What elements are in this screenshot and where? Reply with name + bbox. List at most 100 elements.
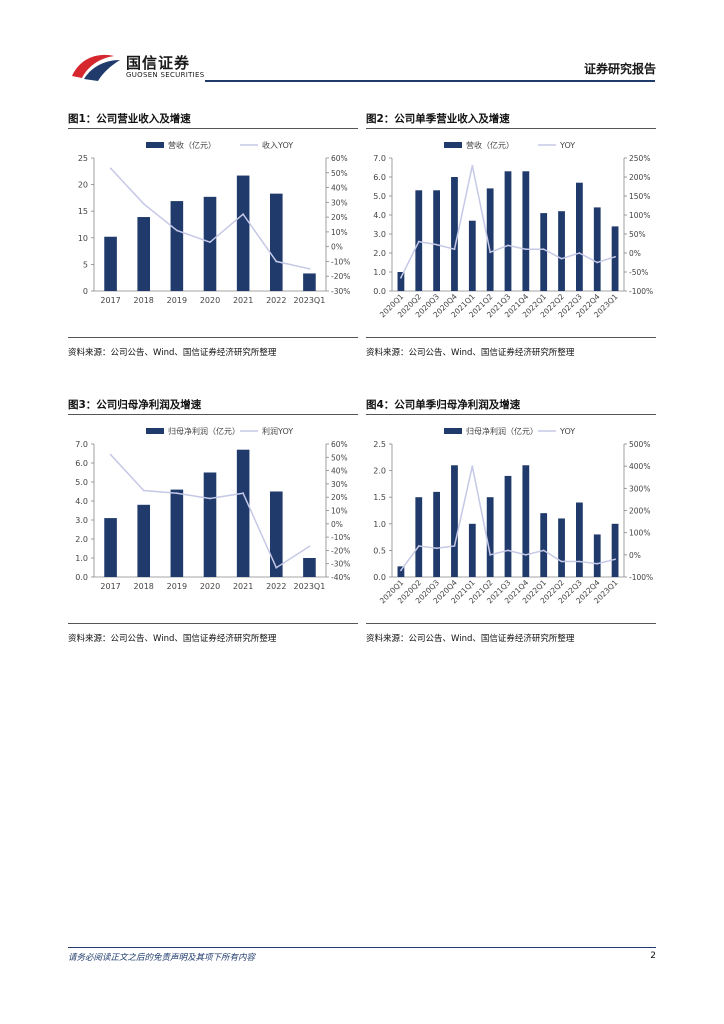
- y-tick-label: 1.0: [373, 520, 386, 529]
- line-point: [435, 547, 438, 550]
- figure-title-rule: [68, 414, 358, 415]
- line-point: [417, 545, 420, 547]
- line-point: [524, 553, 527, 556]
- bar: [415, 497, 423, 577]
- y2-tick-label: -100%: [629, 287, 653, 296]
- bar: [575, 182, 583, 291]
- y2-tick-label: -20%: [331, 546, 350, 555]
- logo-text-cn: 国信证券: [126, 54, 191, 72]
- y-tick-label: 6.0: [373, 173, 386, 182]
- line-point: [507, 549, 509, 552]
- line-point: [453, 248, 456, 251]
- y2-tick-label: 0%: [331, 243, 343, 252]
- figure-4: 图4：公司单季归母净利润及增速 归母净利润（亿元） YOY 0.0 0.5 1.0 1.5…: [366, 397, 656, 647]
- bar: [593, 534, 601, 577]
- page-header: 国信证券 GUOSEN SECURITIES 证券研究报告: [0, 0, 724, 92]
- line-point: [560, 560, 563, 563]
- y2-tick-label: 0%: [629, 249, 641, 258]
- bar: [236, 175, 250, 291]
- y-tick-label: 10: [78, 234, 88, 243]
- legend-bar-swatch: [146, 142, 164, 148]
- y2-tick-label: 100%: [629, 211, 650, 220]
- bar: [486, 188, 494, 291]
- x-tick-label: 2020: [200, 296, 220, 305]
- header-rule: [205, 80, 655, 82]
- bar: [104, 518, 117, 577]
- bar: [203, 472, 217, 577]
- legend-bar-label: 归母净利润（亿元）: [466, 426, 538, 436]
- y-tick-label: 6.0: [75, 459, 88, 468]
- bar: [170, 489, 184, 577]
- chart-legend: 营收（亿元） 收入YOY: [146, 140, 293, 150]
- x-tick-label: 2018: [134, 582, 154, 591]
- bar: [486, 497, 494, 577]
- line-point: [524, 248, 527, 251]
- legend-line-label: 收入YOY: [262, 140, 293, 150]
- x-tick-label: 2023Q1: [294, 582, 326, 591]
- bar: [468, 220, 476, 291]
- figure-source-rule: [366, 623, 656, 624]
- legend-bar-swatch: [444, 142, 462, 148]
- x-tick-label: 2017: [100, 296, 120, 305]
- y-tick-label: 15: [78, 207, 88, 216]
- chart-svg: 营收（亿元） YOY 0.0 1.0 2.0 3.0 4.0 5.0 6.0 7.0 -100% -5…: [373, 140, 653, 319]
- y-tick-label: 0.0: [373, 573, 386, 582]
- y2-tick-label: 60%: [331, 154, 348, 163]
- x-tick-label: 2022: [266, 582, 286, 591]
- chart-legend: 营收（亿元） YOY: [444, 140, 575, 150]
- bar: [540, 513, 548, 577]
- line-point: [242, 492, 245, 495]
- y2-tick-label: 250%: [629, 154, 650, 163]
- line-point: [435, 243, 438, 246]
- bar: [522, 465, 530, 577]
- y2-tick-label: 40%: [331, 467, 348, 476]
- y2-tick-label: 200%: [629, 173, 650, 182]
- y-tick-label: 5.0: [373, 192, 386, 201]
- line-point: [175, 492, 178, 495]
- figure-3: 图3：公司归母净利润及增速 归母净利润（亿元） 利润YOY 0.0 1.0 2.0 3.0…: [68, 397, 358, 647]
- bar: [203, 196, 217, 291]
- y-tick-label: 0: [83, 287, 88, 296]
- y-tick-label: 4.0: [373, 211, 386, 220]
- bar: [303, 273, 316, 291]
- y-tick-label: 3.0: [75, 516, 88, 525]
- y2-tick-label: 500%: [629, 440, 650, 449]
- y2-tick-label: 50%: [629, 230, 646, 239]
- y2-tick-label: 30%: [331, 480, 348, 489]
- bar: [522, 171, 530, 291]
- line-point: [142, 202, 145, 205]
- chart-svg: 归母净利润（亿元） YOY 0.0 0.5 1.0 1.5 2.0 2.5 -100% 0% 100…: [373, 426, 653, 605]
- y-tick-label: 20: [78, 181, 88, 190]
- line-point: [542, 248, 545, 251]
- figure-title-rule: [366, 414, 656, 415]
- bar: [104, 236, 117, 291]
- y2-tick-label: 20%: [331, 213, 348, 222]
- line-point: [489, 251, 492, 254]
- y2-tick-label: 50%: [331, 453, 348, 462]
- figure-source-rule: [68, 623, 358, 624]
- bar: [269, 491, 283, 577]
- legend-line-label: YOY: [559, 141, 575, 150]
- line-point: [275, 566, 278, 569]
- x-tick-label: 2022: [266, 296, 286, 305]
- x-tick-label: 2017: [100, 582, 120, 591]
- line-point: [596, 261, 599, 264]
- figure-2: 图2：公司单季营业收入及增速 营收（亿元） YOY 0.0 1.0 2.0 3.0 4.0 5…: [366, 111, 656, 361]
- y-tick-label: 0.5: [373, 546, 386, 555]
- guosen-logo-icon: [72, 54, 120, 81]
- y2-tick-label: 60%: [331, 440, 348, 449]
- line-point: [542, 549, 545, 552]
- y-tick-label: 3.0: [373, 230, 386, 239]
- legend-line-label: YOY: [559, 427, 575, 436]
- y2-tick-label: -20%: [331, 272, 350, 281]
- bar: [137, 504, 151, 577]
- line-point: [507, 244, 509, 247]
- line-point: [471, 465, 474, 468]
- page-number: 2: [650, 951, 656, 961]
- figure-source-rule: [68, 337, 358, 338]
- y2-tick-label: 20%: [331, 493, 348, 502]
- line-point: [417, 240, 420, 243]
- figure-title: 图2：公司单季营业收入及增速: [366, 113, 510, 125]
- line-point: [242, 213, 245, 216]
- y2-tick-label: -40%: [331, 573, 350, 582]
